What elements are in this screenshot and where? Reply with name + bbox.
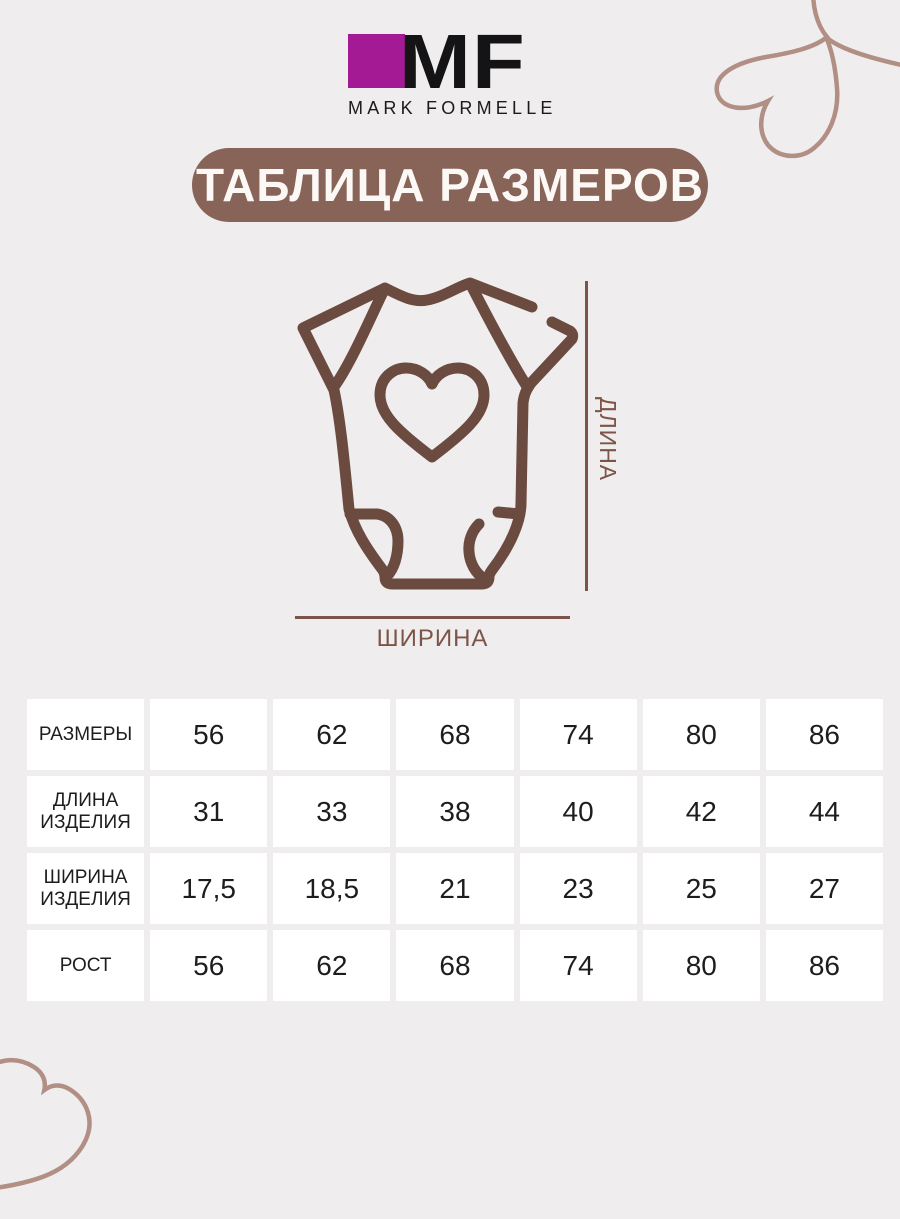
table-cell: 25 (642, 853, 760, 924)
size-chart-banner: ТАБЛИЦА РАЗМЕРОВ (192, 148, 708, 222)
heart-icon (374, 362, 490, 463)
table-cell: 62 (273, 930, 391, 1001)
logo-magenta-square (348, 34, 405, 88)
baby-bodysuit-icon (297, 277, 579, 590)
table-cell: 40 (519, 776, 637, 847)
table-cell: 42 (642, 776, 760, 847)
row-header-sizes: РАЗМЕРЫ (27, 699, 145, 770)
table-cell: 68 (396, 699, 514, 770)
table-cell: 86 (765, 930, 883, 1001)
table-cell: 27 (765, 853, 883, 924)
heart-doodle-icon (0, 1058, 92, 1193)
size-chart-title: ТАБЛИЦА РАЗМЕРОВ (195, 159, 705, 211)
length-dimension-line (585, 281, 588, 591)
table-cell: 80 (642, 930, 760, 1001)
row-header-item-length: ДЛИНА ИЗДЕЛИЯ (27, 776, 145, 847)
table-cell: 56 (150, 699, 268, 770)
table-cell: 86 (765, 699, 883, 770)
logo-brand-name: MARK FORMELLE (348, 98, 557, 118)
table-cell: 38 (396, 776, 514, 847)
length-label: ДЛИНА (595, 397, 621, 482)
width-dimension-line (295, 616, 570, 619)
logo-initials: MF (399, 19, 526, 105)
row-header-item-width: ШИРИНА ИЗДЕЛИЯ (27, 853, 145, 924)
table-cell: 62 (273, 699, 391, 770)
size-table: РАЗМЕРЫ 56 62 68 74 80 86 ДЛИНА ИЗДЕЛИЯ … (27, 699, 883, 1001)
table-cell: 17,5 (150, 853, 268, 924)
row-header-height: РОСТ (27, 930, 145, 1001)
table-cell: 80 (642, 699, 760, 770)
table-cell: 74 (519, 930, 637, 1001)
table-cell: 44 (765, 776, 883, 847)
table-cell: 33 (273, 776, 391, 847)
table-cell: 21 (396, 853, 514, 924)
width-label: ШИРИНА (376, 625, 489, 652)
table-cell: 56 (150, 930, 268, 1001)
table-cell: 31 (150, 776, 268, 847)
table-cell: 23 (519, 853, 637, 924)
table-cell: 68 (396, 930, 514, 1001)
table-cell: 18,5 (273, 853, 391, 924)
heart-doodle-icon (714, 0, 900, 159)
table-cell: 74 (519, 699, 637, 770)
